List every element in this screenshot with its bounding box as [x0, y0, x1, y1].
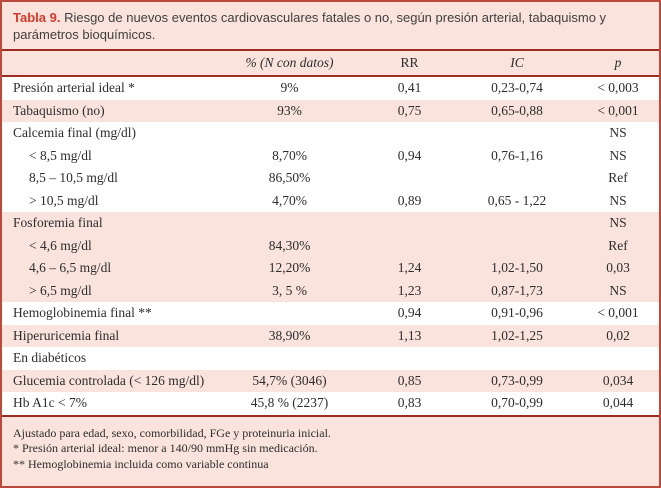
table-row: En diabéticos [2, 347, 659, 370]
cell-p: NS [609, 215, 627, 231]
cell-pct: 93% [277, 102, 302, 118]
cell-p: Ref [608, 237, 628, 253]
cell-p: < 0,001 [597, 102, 639, 118]
column-header-row: % (N con datos) RR IC p [2, 51, 659, 77]
table-row: Glucemia controlada (< 126 mg/dl) 54,7% … [2, 369, 659, 392]
cell-pct: 8,70% [272, 147, 307, 163]
cell-rr: 0,41 [397, 80, 422, 96]
row-label: Glucemia controlada (< 126 mg/dl) [13, 372, 205, 388]
cell-p: Ref [608, 170, 628, 186]
cell-ic: 0,70-0,99 [491, 395, 543, 411]
cell-pct: 9% [280, 80, 299, 96]
column-header-pct: % (N con datos) [245, 55, 334, 70]
row-label: > 6,5 mg/dl [29, 282, 92, 298]
cell-pct: 3, 5 % [272, 282, 307, 298]
row-label: Tabaquismo (no) [13, 102, 105, 118]
cell-rr: 0,75 [397, 102, 422, 118]
cell-p: NS [609, 192, 627, 208]
cell-p: 0,044 [602, 395, 634, 411]
cell-pct: 45,8 % (2237) [250, 395, 329, 411]
row-label: < 4,6 mg/dl [29, 237, 92, 253]
cell-p: NS [609, 282, 627, 298]
table-title: Tabla 9. Riesgo de nuevos eventos cardio… [2, 2, 659, 51]
cell-rr: 1,24 [397, 260, 422, 276]
cell-pct: 86,50% [268, 170, 311, 186]
table-row: < 8,5 mg/dl 8,70% 0,94 0,76-1,16 NS [2, 144, 659, 167]
cell-p: 0,034 [602, 372, 634, 388]
table-row: 4,6 – 6,5 mg/dl 12,20% 1,24 1,02-1,50 0,… [2, 257, 659, 280]
table-row: Tabaquismo (no) 93% 0,75 0,65-0,88 < 0,0… [2, 99, 659, 122]
table-footnotes: Ajustado para edad, sexo, comorbilidad, … [2, 414, 659, 486]
cell-p: < 0,001 [597, 305, 639, 321]
table-row: Fosforemia final NS [2, 212, 659, 235]
cell-p: < 0,003 [597, 80, 639, 96]
table-row: < 4,6 mg/dl 84,30% Ref [2, 234, 659, 257]
cell-pct: 54,7% (3046) [252, 372, 327, 388]
row-label: En diabéticos [13, 350, 87, 366]
row-label: > 10,5 mg/dl [29, 192, 99, 208]
table-row: 8,5 – 10,5 mg/dl 86,50% Ref [2, 167, 659, 190]
cell-pct: 84,30% [268, 237, 311, 253]
row-label: Hemoglobinemia final ** [13, 305, 152, 321]
row-label: Fosforemia final [13, 215, 103, 231]
cell-ic: 0,23-0,74 [491, 80, 543, 96]
footnote-hemoglobinemia: ** Hemoglobinemia incluida como variable… [13, 456, 269, 471]
cell-ic: 1,02-1,50 [491, 260, 543, 276]
column-header-p: p [614, 55, 622, 70]
cell-p: NS [609, 147, 627, 163]
cell-rr: 0,85 [397, 372, 422, 388]
cell-rr: 1,23 [397, 282, 422, 298]
cell-rr: 0,89 [397, 192, 422, 208]
column-header-ic: IC [510, 55, 524, 70]
table-row: Hb A1c < 7% 45,8 % (2237) 0,83 0,70-0,99… [2, 392, 659, 415]
cell-pct: 4,70% [272, 192, 307, 208]
cell-pct: 12,20% [268, 260, 311, 276]
cell-ic: 0,65-0,88 [491, 102, 543, 118]
cell-ic: 1,02-1,25 [491, 327, 543, 343]
cell-p: NS [609, 125, 627, 141]
row-label: < 8,5 mg/dl [29, 147, 92, 163]
cell-rr: 0,94 [397, 147, 422, 163]
row-label: Calcemia final (mg/dl) [13, 125, 136, 141]
cell-rr: 1,13 [397, 327, 422, 343]
table-row: > 6,5 mg/dl 3, 5 % 1,23 0,87-1,73 NS [2, 279, 659, 302]
table-row: Presión arterial ideal * 9% 0,41 0,23-0,… [2, 77, 659, 100]
footnote-ideal-bp: * Presión arterial ideal: menor a 140/90… [13, 441, 318, 455]
cell-ic: 0,73-0,99 [491, 372, 543, 388]
cell-p: 0,03 [606, 260, 630, 276]
cell-rr: 0,94 [397, 305, 422, 321]
table-number-label: Tabla 9. [13, 10, 61, 25]
row-label: 4,6 – 6,5 mg/dl [29, 260, 112, 276]
table-row: Hemoglobinemia final ** 0,94 0,91-0,96 <… [2, 302, 659, 325]
cell-ic: 0,91-0,96 [491, 305, 543, 321]
column-header-rr: RR [400, 55, 419, 70]
table-title-text: Riesgo de nuevos eventos cardiovasculare… [13, 10, 607, 42]
cell-ic: 0,65 - 1,22 [487, 192, 547, 208]
table-row: Calcemia final (mg/dl) NS [2, 122, 659, 145]
cell-pct: 38,90% [268, 327, 311, 343]
row-label: Hb A1c < 7% [13, 395, 87, 411]
row-label: Hiperuricemia final [13, 327, 120, 343]
table-body: Presión arterial ideal * 9% 0,41 0,23-0,… [2, 77, 659, 415]
cell-ic: 0,87-1,73 [491, 282, 543, 298]
row-label: 8,5 – 10,5 mg/dl [29, 170, 118, 186]
row-label: Presión arterial ideal * [13, 80, 135, 96]
table-row: > 10,5 mg/dl 4,70% 0,89 0,65 - 1,22 NS [2, 189, 659, 212]
cell-rr: 0,83 [397, 395, 422, 411]
cell-ic: 0,76-1,16 [491, 147, 543, 163]
footnote-adjusted: Ajustado para edad, sexo, comorbilidad, … [13, 425, 331, 440]
cell-p: 0,02 [606, 327, 630, 343]
table-row: Hiperuricemia final 38,90% 1,13 1,02-1,2… [2, 324, 659, 347]
